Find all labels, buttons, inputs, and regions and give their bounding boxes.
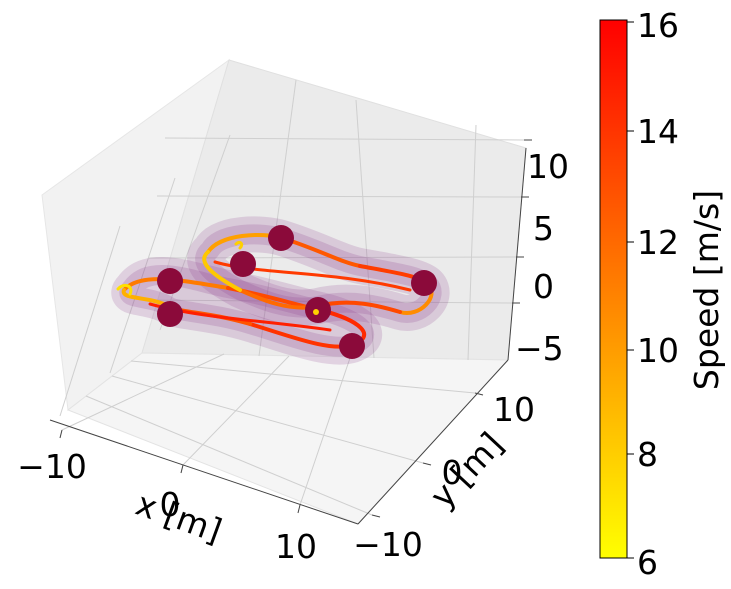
gate-marker bbox=[268, 225, 294, 251]
trajectory-segment-16 bbox=[116, 283, 133, 296]
z-tick-label-1: 0 bbox=[533, 267, 554, 306]
colorbar-ticks bbox=[627, 21, 634, 559]
gate-marker bbox=[339, 333, 365, 359]
gate-marker bbox=[313, 309, 319, 315]
gate-marker bbox=[411, 270, 437, 296]
colorbar-tick-label-12: 12 bbox=[637, 223, 679, 262]
colorbar-bar bbox=[599, 19, 628, 559]
y-tick-label-2: 10 bbox=[493, 390, 535, 429]
tick-marks bbox=[59, 139, 532, 518]
colorbar-tick-label-8: 8 bbox=[637, 435, 658, 474]
trajectory-segment-17 bbox=[234, 240, 244, 250]
colorbar-tick-label-6: 6 bbox=[637, 543, 658, 582]
x-tick-label-2: 10 bbox=[275, 527, 317, 566]
colorbar-label: Speed [m/s] bbox=[687, 190, 726, 390]
gate-marker bbox=[157, 268, 183, 294]
colorbar: 6 8 10 12 14 16 Speed [m/s] bbox=[599, 6, 726, 582]
y-tick-label-1: 0 bbox=[442, 453, 463, 492]
x-tick-label-1: 0 bbox=[160, 485, 181, 524]
tick-labels: −10 0 10 −10 0 10 −5 0 5 10 bbox=[17, 147, 569, 566]
axis-edges bbox=[49, 147, 527, 525]
axes-3d: −10 0 10 −10 0 10 −5 0 5 10 x [m] y [m] bbox=[17, 58, 569, 566]
colorbar-tick-label-10: 10 bbox=[637, 331, 679, 370]
gates bbox=[157, 225, 437, 359]
z-tick-label-2: 5 bbox=[533, 209, 554, 248]
colorbar-tick-label-14: 14 bbox=[637, 112, 679, 151]
colorbar-tick-labels: 6 8 10 12 14 16 bbox=[637, 6, 679, 582]
gate-marker bbox=[157, 301, 183, 327]
colorbar-tick-label-16: 16 bbox=[637, 6, 679, 45]
trajectory-segment-13 bbox=[202, 250, 242, 292]
z-tick-label-0: −5 bbox=[515, 329, 564, 368]
x-tick-label-0: −10 bbox=[17, 447, 87, 486]
y-tick-label-0: −10 bbox=[353, 525, 423, 564]
z-tick-label-3: 10 bbox=[527, 147, 569, 186]
grid-lines bbox=[59, 79, 525, 516]
gate-marker bbox=[230, 251, 256, 277]
